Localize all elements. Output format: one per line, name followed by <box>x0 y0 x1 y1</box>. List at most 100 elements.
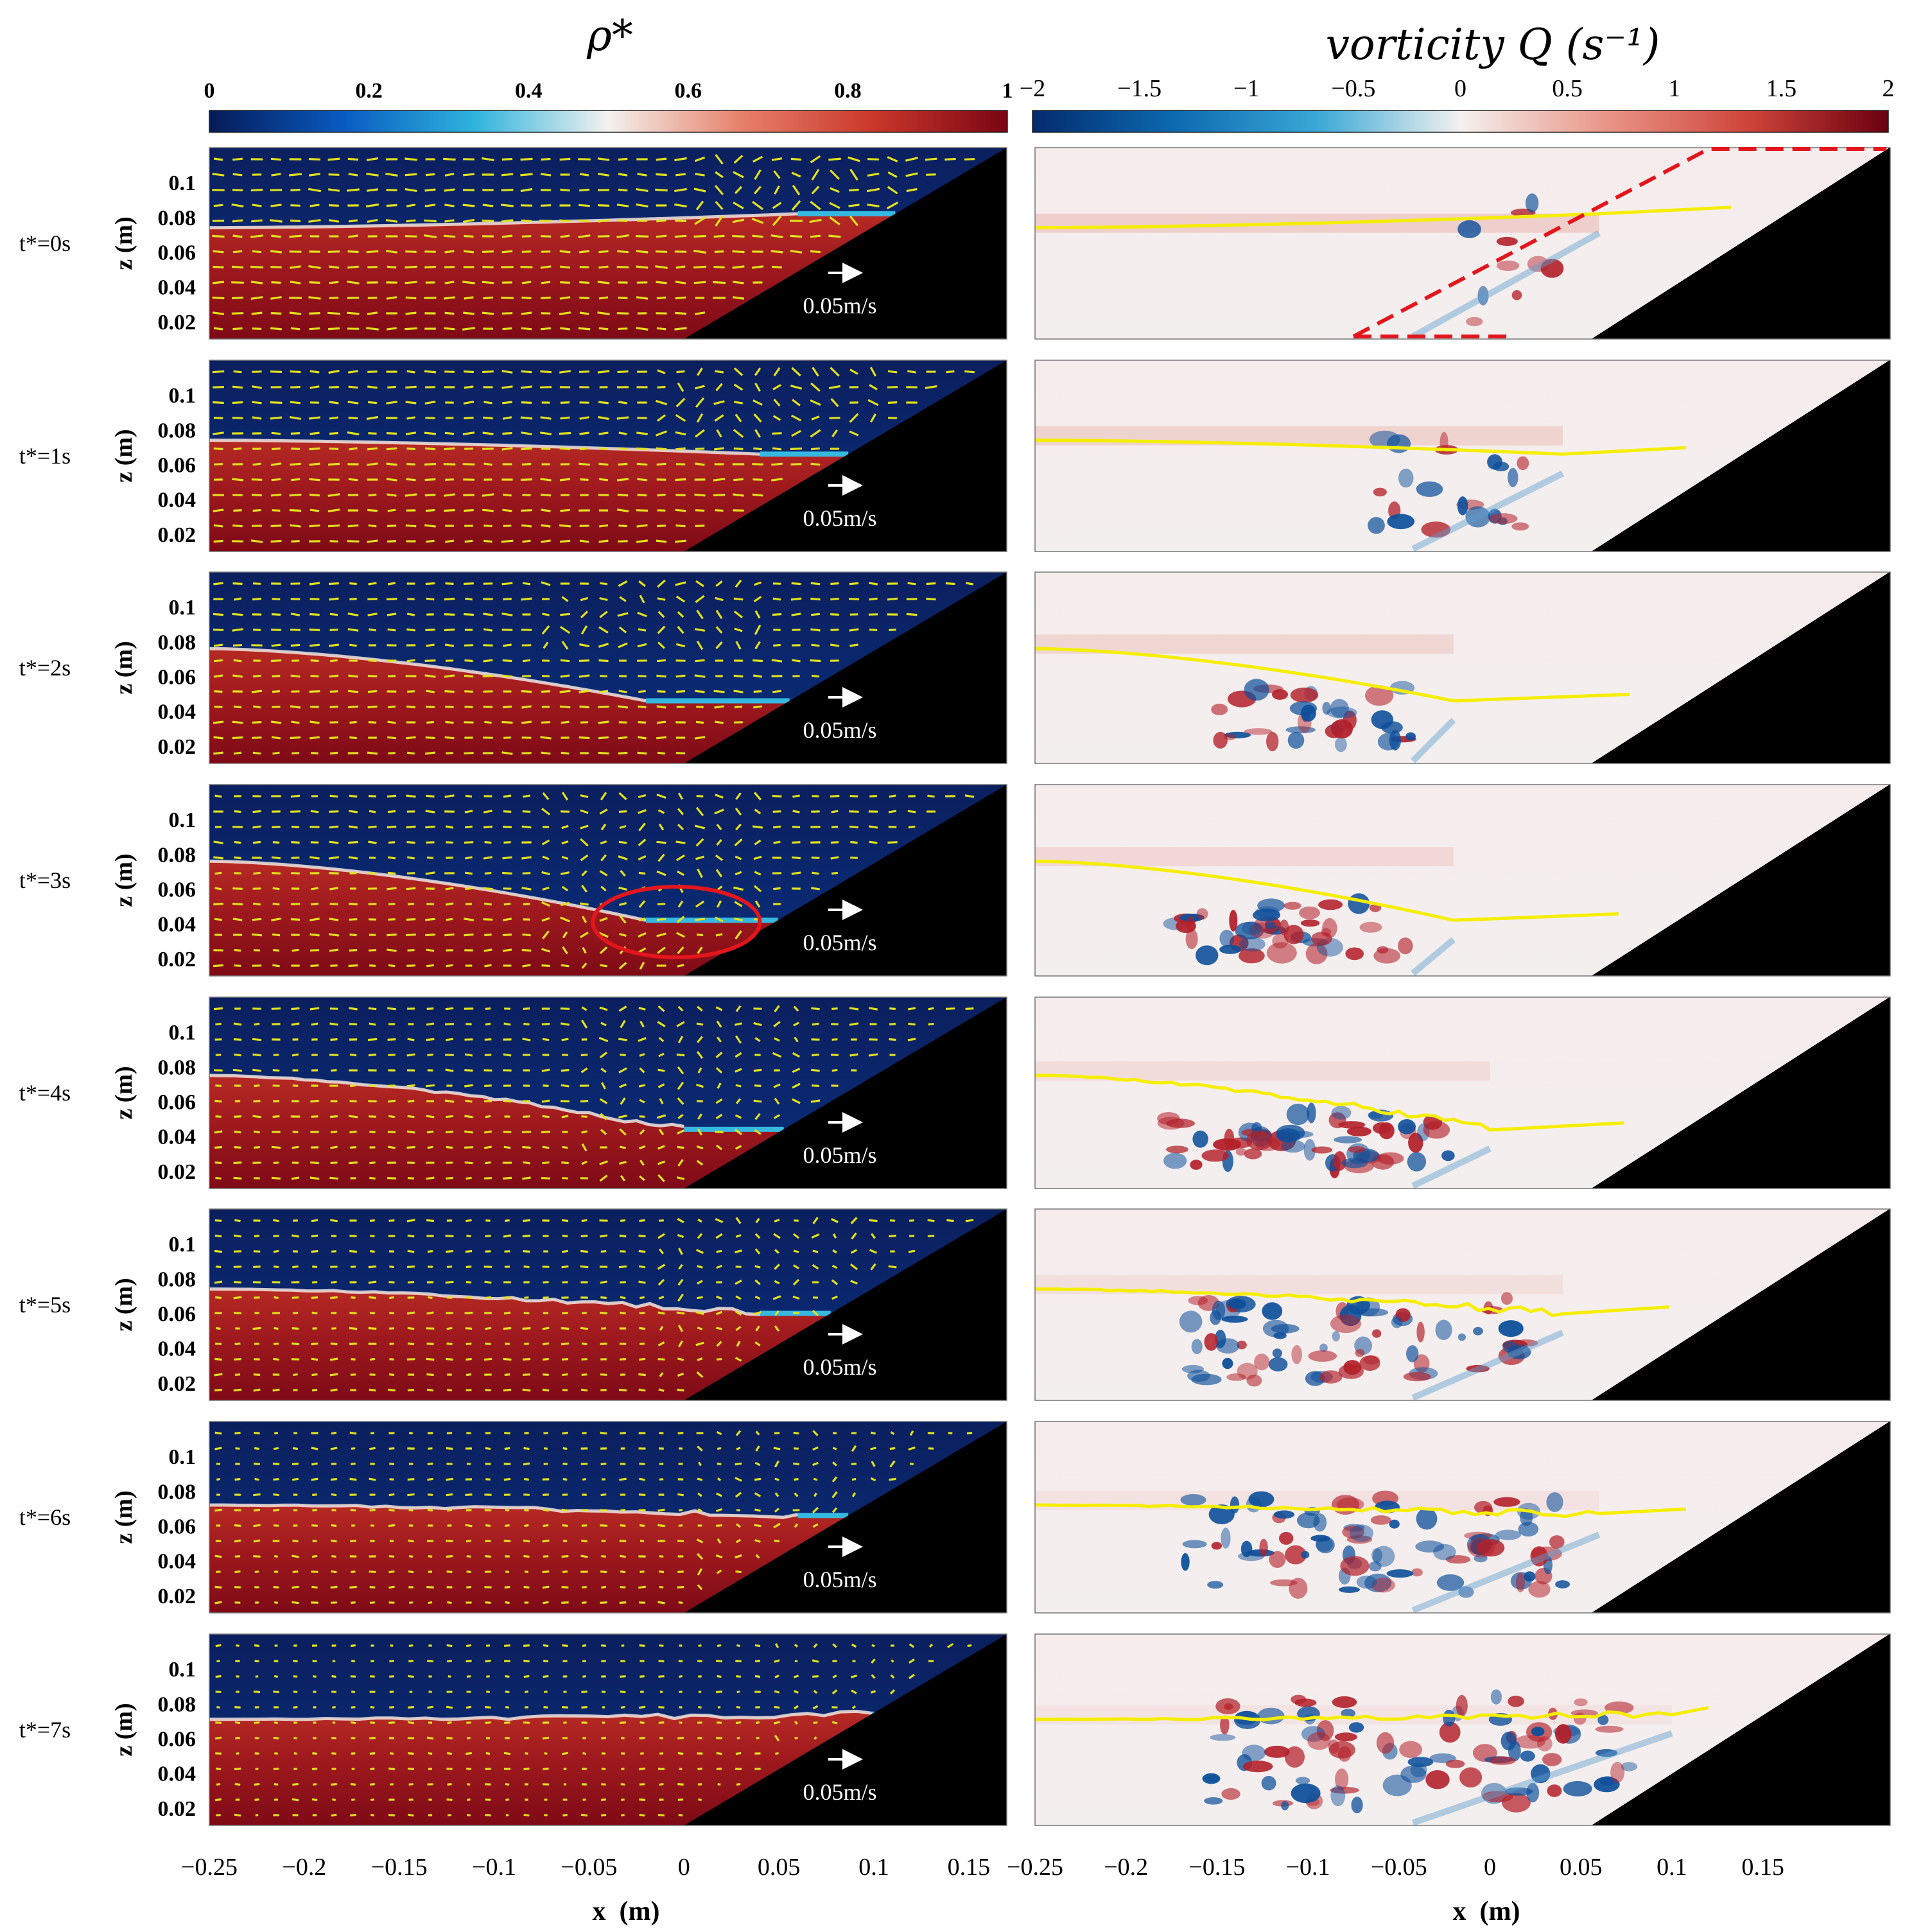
velocity-vector <box>655 399 668 406</box>
velocity-vector <box>231 265 244 269</box>
velocity-vector <box>309 856 320 860</box>
time-label: t*=6s <box>19 1504 71 1530</box>
velocity-vector <box>254 1022 260 1026</box>
velocity-vector <box>715 1508 723 1513</box>
velocity-vector <box>408 1705 414 1709</box>
velocity-vector <box>254 1432 260 1434</box>
velocity-vector <box>348 825 358 829</box>
velocity-vector <box>597 204 610 207</box>
velocity-vector <box>774 1097 780 1105</box>
interface-contour <box>1035 1074 1624 1132</box>
positive-vortex <box>1235 1147 1246 1156</box>
velocity-vector <box>735 1477 742 1482</box>
velocity-vector <box>463 250 474 254</box>
density-panel: 0.05m/s0.020.040.060.080.1z (m) <box>110 996 1007 1189</box>
velocity-vector <box>212 296 225 300</box>
y-tick-label: 0.02 <box>158 1372 196 1396</box>
velocity-vector <box>486 1675 490 1678</box>
velocity-vector <box>485 1691 491 1693</box>
velocity-vector <box>521 385 532 389</box>
velocity-vector <box>464 841 474 844</box>
velocity-vector <box>501 189 514 191</box>
scale-label: 0.05m/s <box>803 1354 876 1380</box>
velocity-vector <box>254 1659 259 1663</box>
velocity-vector <box>331 1539 337 1543</box>
velocity-vector <box>271 856 281 860</box>
velocity-vector <box>424 401 436 405</box>
velocity-vector <box>677 1217 684 1224</box>
velocity-vector <box>866 187 880 193</box>
velocity-vector <box>657 903 666 905</box>
velocity-vector <box>887 186 898 195</box>
velocity-vector <box>677 1325 684 1332</box>
velocity-vector <box>639 1175 645 1181</box>
velocity-vector <box>427 1509 433 1511</box>
x-tick-label: −0.25 <box>181 1854 238 1881</box>
positive-vortex <box>1496 260 1520 271</box>
velocity-vector <box>733 367 744 376</box>
velocity-vector <box>406 794 416 798</box>
velocity-vector <box>867 399 879 406</box>
velocity-vector <box>464 933 474 937</box>
panel-frame <box>1034 147 1891 340</box>
x-tick-label: −0.05 <box>1371 1854 1427 1881</box>
velocity-vector <box>888 826 897 828</box>
velocity-vector <box>774 1659 780 1663</box>
velocity-vector <box>388 1145 396 1149</box>
positive-vortex <box>1334 1732 1357 1742</box>
velocity-vector <box>542 1539 550 1543</box>
velocity-vector <box>293 1705 298 1709</box>
velocity-vector <box>349 1343 358 1345</box>
velocity-vector <box>811 1233 820 1239</box>
velocity-vector <box>483 1177 492 1179</box>
positive-vortex <box>1283 901 1301 910</box>
velocity-vector <box>293 1659 298 1663</box>
velocity-vector <box>541 281 551 284</box>
velocity-vector <box>696 1050 704 1059</box>
positive-vortex <box>1319 1370 1343 1384</box>
positive-vortex <box>1270 1579 1298 1587</box>
velocity-vector <box>484 871 492 875</box>
negative-vortex <box>1531 1764 1551 1784</box>
velocity-vector <box>753 792 762 801</box>
velocity-vector <box>678 1509 683 1511</box>
wall-boundary-layer <box>1411 1145 1492 1188</box>
velocity-vector <box>216 1327 221 1330</box>
velocity-vector <box>463 311 474 315</box>
velocity-vector <box>270 327 282 331</box>
velocity-vector <box>639 1067 645 1074</box>
velocity-vector <box>214 1234 222 1238</box>
negative-vortex <box>1202 1773 1221 1784</box>
slope-wedge <box>1591 572 1890 763</box>
velocity-vector <box>831 1507 838 1513</box>
velocity-vector <box>213 327 223 331</box>
velocity-vector <box>659 1586 664 1588</box>
velocity-vector <box>697 1568 703 1576</box>
positive-vortex <box>1337 1746 1352 1762</box>
velocity-vector <box>773 840 781 844</box>
velocity-vector <box>467 1814 471 1816</box>
velocity-vector <box>600 1129 607 1135</box>
velocity-vector <box>485 1235 491 1237</box>
velocity-vector <box>542 1115 550 1118</box>
velocity-vector <box>521 235 532 238</box>
velocity-vector <box>790 414 802 422</box>
velocity-vector <box>542 1327 550 1330</box>
velocity-vector <box>735 1005 742 1013</box>
velocity-vector <box>522 675 531 677</box>
negative-vortex <box>1599 1776 1616 1786</box>
velocity-vector <box>675 173 686 177</box>
velocity-vector <box>541 509 551 512</box>
panel-frame <box>209 571 1007 764</box>
velocity-vector <box>290 918 300 921</box>
velocity-vector <box>599 808 608 815</box>
velocity-vector <box>713 494 726 496</box>
velocity-vector <box>830 613 839 616</box>
velocity-vector <box>484 1280 492 1284</box>
velocity-vector <box>774 1643 779 1648</box>
velocity-vector <box>444 643 455 647</box>
velocity-vector <box>966 1431 973 1435</box>
velocity-vector <box>444 173 455 177</box>
velocity-vector <box>871 1233 876 1239</box>
velocity-vector <box>638 705 647 709</box>
